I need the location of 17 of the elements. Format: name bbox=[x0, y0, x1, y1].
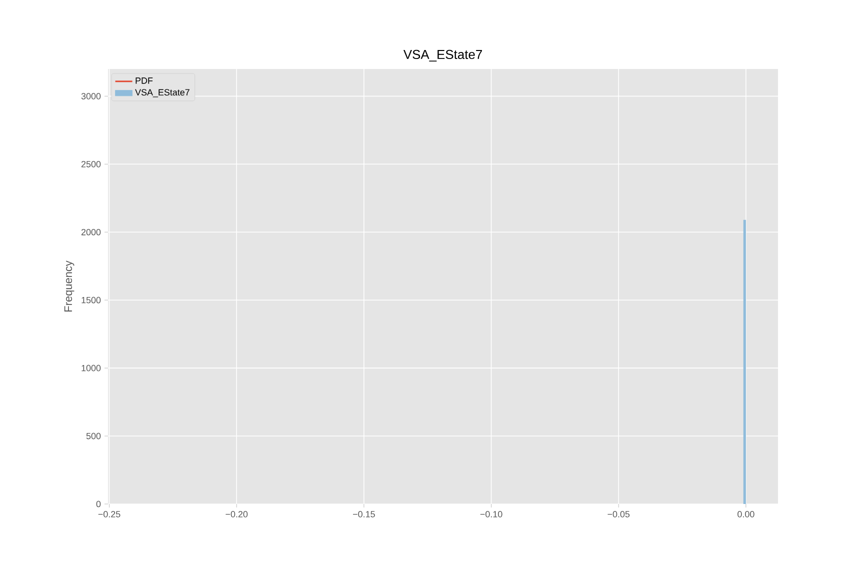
y-tick-label: 2500 bbox=[81, 160, 101, 168]
legend-label: PDF bbox=[136, 78, 153, 84]
y-tick-label: 500 bbox=[86, 432, 101, 440]
y-tick-label: 0 bbox=[96, 500, 101, 508]
y-tick-label: 3000 bbox=[81, 93, 101, 100]
y-tick-label: 1500 bbox=[82, 296, 101, 304]
x-tick-label: −0.20 bbox=[226, 511, 248, 518]
x-tick-label: −0.15 bbox=[353, 511, 375, 518]
x-tick-label: −0.10 bbox=[480, 511, 502, 518]
y-axis-title: Frequency bbox=[64, 260, 74, 312]
x-tick-label: −0.25 bbox=[98, 511, 120, 518]
y-tick-label: 2000 bbox=[81, 228, 101, 236]
y-tick-label: 1000 bbox=[82, 364, 101, 372]
legend-label: VSA_EState7 bbox=[135, 89, 190, 98]
chart-title: VSA_EState7 bbox=[403, 50, 482, 62]
x-tick-label: −0.05 bbox=[608, 511, 630, 518]
x-tick-label: 0.00 bbox=[738, 511, 754, 518]
